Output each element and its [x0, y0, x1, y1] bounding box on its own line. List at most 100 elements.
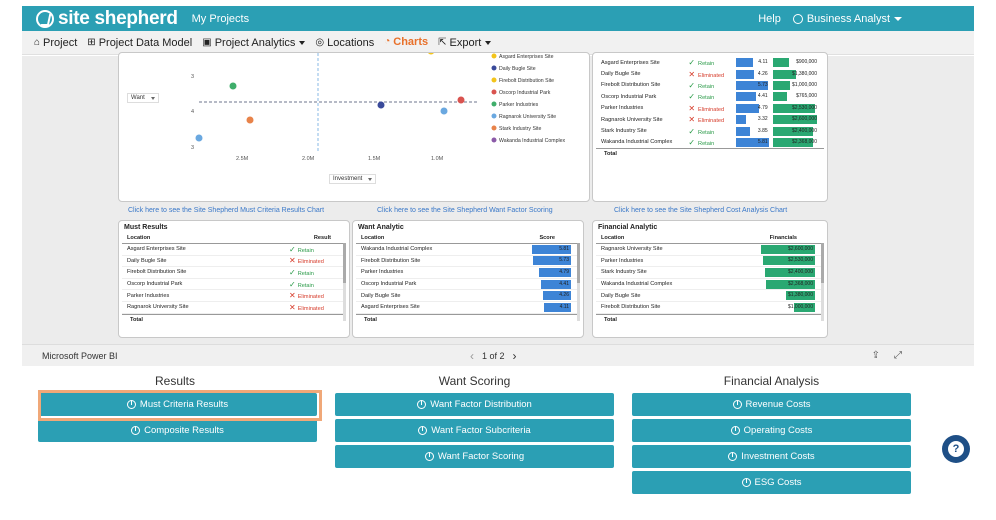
col-score[interactable]: Score	[539, 235, 555, 241]
table-row[interactable]: Firebolt Distribution Site 5.73	[356, 256, 580, 268]
score-bar-cell: 5.73	[735, 80, 770, 90]
investment-costs-button[interactable]: Investment Costs	[632, 445, 911, 468]
menu-locations[interactable]: ◎ Locations	[315, 31, 374, 55]
cost-value: $2,400,000	[787, 268, 813, 275]
menu-label: Locations	[327, 36, 375, 49]
table-row[interactable]: Daily Bugle Site $1,380,000	[596, 290, 824, 302]
table-row[interactable]: Daily Bugle Site ✕ Eliminated	[122, 256, 346, 268]
table-row[interactable]: Parker Industries 4.79	[356, 267, 580, 279]
esg-costs-button[interactable]: ESG Costs	[632, 471, 911, 494]
x-icon: ✕	[688, 69, 696, 79]
legend-label: Firebolt Distribution Site	[499, 78, 554, 84]
chevron-down-icon[interactable]	[894, 16, 902, 21]
result-label: Retain	[297, 247, 314, 254]
cost-bar-cell: $2,400,000	[772, 126, 819, 136]
legend-label: Parker Industries	[499, 102, 539, 108]
table-row[interactable]: Parker Industries ✕ Eliminated 4.79 $2,530,0…	[596, 103, 824, 114]
table-row[interactable]: Firebolt Distribution Site ✓ Retain 5.73 $1,…	[596, 80, 824, 91]
score-bar	[539, 267, 571, 277]
menu-5-icon: ⇱	[438, 37, 447, 48]
want-factor-subcriteria-button[interactable]: Want Factor Subcriteria	[335, 419, 614, 442]
my-projects-link[interactable]: My Projects	[191, 12, 250, 25]
table-row[interactable]: Wakanda Industrial Complex 5.81	[356, 244, 580, 256]
table-row[interactable]: Parker Industries $2,530,000	[596, 256, 824, 268]
fullscreen-icon[interactable]: ⤢	[894, 350, 902, 361]
table-row[interactable]: Asgard Enterprises Site ✓ Retain 4.11 $900,0…	[596, 57, 824, 68]
operating-costs-button[interactable]: Operating Costs	[632, 419, 911, 442]
scrollbar[interactable]	[821, 243, 824, 321]
table-row[interactable]: Ragnarok University Site ✕ Eliminated 3.32 $…	[596, 114, 824, 125]
powerbi-brand[interactable]: Microsoft Power BI	[42, 350, 118, 361]
menu-export[interactable]: ⇱ Export	[438, 31, 492, 55]
col-financials[interactable]: Financials	[769, 235, 797, 241]
cost-value: $2,600,000	[787, 245, 813, 252]
score-bar	[542, 291, 571, 301]
menu-label: Project	[43, 36, 78, 49]
help-button[interactable]: ?	[942, 435, 970, 463]
table-row[interactable]: Parker Industries ✕ Eliminated	[122, 290, 346, 302]
menu-charts[interactable]: ◔ Charts	[384, 31, 429, 55]
location-summary-table: Asgard Enterprises Site ✓ Retain 4.11 $900,0…	[592, 52, 828, 202]
table-row[interactable]: Oscorp Industrial Park 4.41	[356, 279, 580, 291]
revenue-costs-button[interactable]: Revenue Costs	[632, 393, 911, 416]
must-criteria-results-button[interactable]: Must Criteria Results	[38, 393, 317, 416]
check-icon: ✓	[688, 137, 696, 147]
share-icon[interactable]: ⇪	[871, 350, 880, 361]
site-shepherd-logo[interactable]: site shepherd	[36, 8, 178, 30]
next-page-icon[interactable]: ›	[512, 348, 517, 363]
table-row[interactable]: Asgard Enterprises Site 4.11	[356, 302, 580, 314]
chart-pie-icon	[728, 452, 738, 461]
score-value: 4.26	[559, 292, 569, 299]
y-axis-dropdown[interactable]: Want	[127, 93, 159, 103]
score-bar	[735, 126, 750, 136]
location-cell: Daily Bugle Site	[601, 292, 641, 299]
cost-value: $2,400,000	[791, 127, 817, 134]
help-link[interactable]: Help	[758, 12, 781, 25]
cost-value: $1,000,000	[791, 81, 817, 88]
chevron-down-icon	[368, 177, 373, 181]
table-row[interactable]: Ragnarok University Site ✕ Eliminated	[122, 302, 346, 314]
table-row[interactable]: Stark Industry Site ✓ Retain 3.85 $2,400,000	[596, 125, 824, 136]
cost-bar-cell: $900,000	[772, 58, 819, 68]
previous-page-icon[interactable]: ‹	[470, 348, 474, 363]
page-navigator: ‹ 1 of 2 ›	[462, 349, 525, 363]
score-bar-cell: 3.32	[735, 115, 770, 125]
table-row[interactable]: Daily Bugle Site 4.26	[356, 290, 580, 302]
score-value: 3.85	[757, 127, 768, 134]
cost-bar	[772, 115, 817, 125]
user-menu[interactable]: Business Analyst	[806, 12, 890, 25]
financial-analytic-title: Financial Analytic	[598, 224, 658, 231]
col-location[interactable]: Location	[601, 235, 625, 241]
want-factor-scoring-button[interactable]: Want Factor Scoring	[335, 445, 614, 468]
table-row[interactable]: Daily Bugle Site ✕ Eliminated 4.26 $1,380,00…	[596, 68, 824, 79]
menu-label: Project Analytics	[214, 36, 296, 49]
col-location[interactable]: Location	[127, 235, 151, 241]
score-bar	[735, 115, 746, 125]
table-row[interactable]: Firebolt Distribution Site ✓ Retain	[122, 267, 346, 279]
table-row[interactable]: Stark Industry Site $2,400,000	[596, 267, 824, 279]
menu-project[interactable]: ⌂ Project	[34, 31, 77, 55]
scrollbar[interactable]	[577, 243, 580, 321]
table-row[interactable]: Wakanda Industrial Complex $2,368,000	[596, 279, 824, 291]
must-criteria-chart-link[interactable]: Click here to see the Site Shepherd Must…	[128, 207, 325, 214]
menu-project-analytics[interactable]: ▣ Project Analytics	[202, 31, 306, 55]
table-row[interactable]: Firebolt Distribution Site $1,000,000	[596, 302, 824, 314]
button-label: Operating Costs	[743, 425, 813, 436]
scrollbar[interactable]	[343, 243, 346, 321]
want-factor-scoring-link[interactable]: Click here to see the Site Shepherd Want…	[377, 207, 553, 214]
want-factor-distribution-button[interactable]: Want Factor Distribution	[335, 393, 614, 416]
scatter-point	[195, 134, 203, 142]
col-result[interactable]: Result	[313, 235, 331, 241]
col-location[interactable]: Location	[361, 235, 385, 241]
table-row[interactable]: Oscorp Industrial Park ✓ Retain 4.41 $765,00…	[596, 91, 824, 102]
menu-project-data-model[interactable]: ⊞ Project Data Model	[87, 31, 192, 55]
table-row[interactable]: Asgard Enterprises Site ✓ Retain	[122, 244, 346, 256]
score-value: 5.73	[757, 81, 768, 88]
table-row[interactable]: Ragnarok University Site $2,600,000	[596, 244, 824, 256]
table-row[interactable]: Wakanda Industrial Complex ✓ Retain 5.81 $2,…	[596, 137, 824, 148]
button-label: ESG Costs	[754, 477, 802, 488]
cost-analysis-chart-link[interactable]: Click here to see the Site Shepherd Cost…	[614, 207, 788, 214]
x-axis-dropdown[interactable]: Investment	[329, 174, 377, 184]
table-row[interactable]: Oscorp Industrial Park ✓ Retain	[122, 279, 346, 291]
composite-results-button[interactable]: Composite Results	[38, 419, 317, 442]
